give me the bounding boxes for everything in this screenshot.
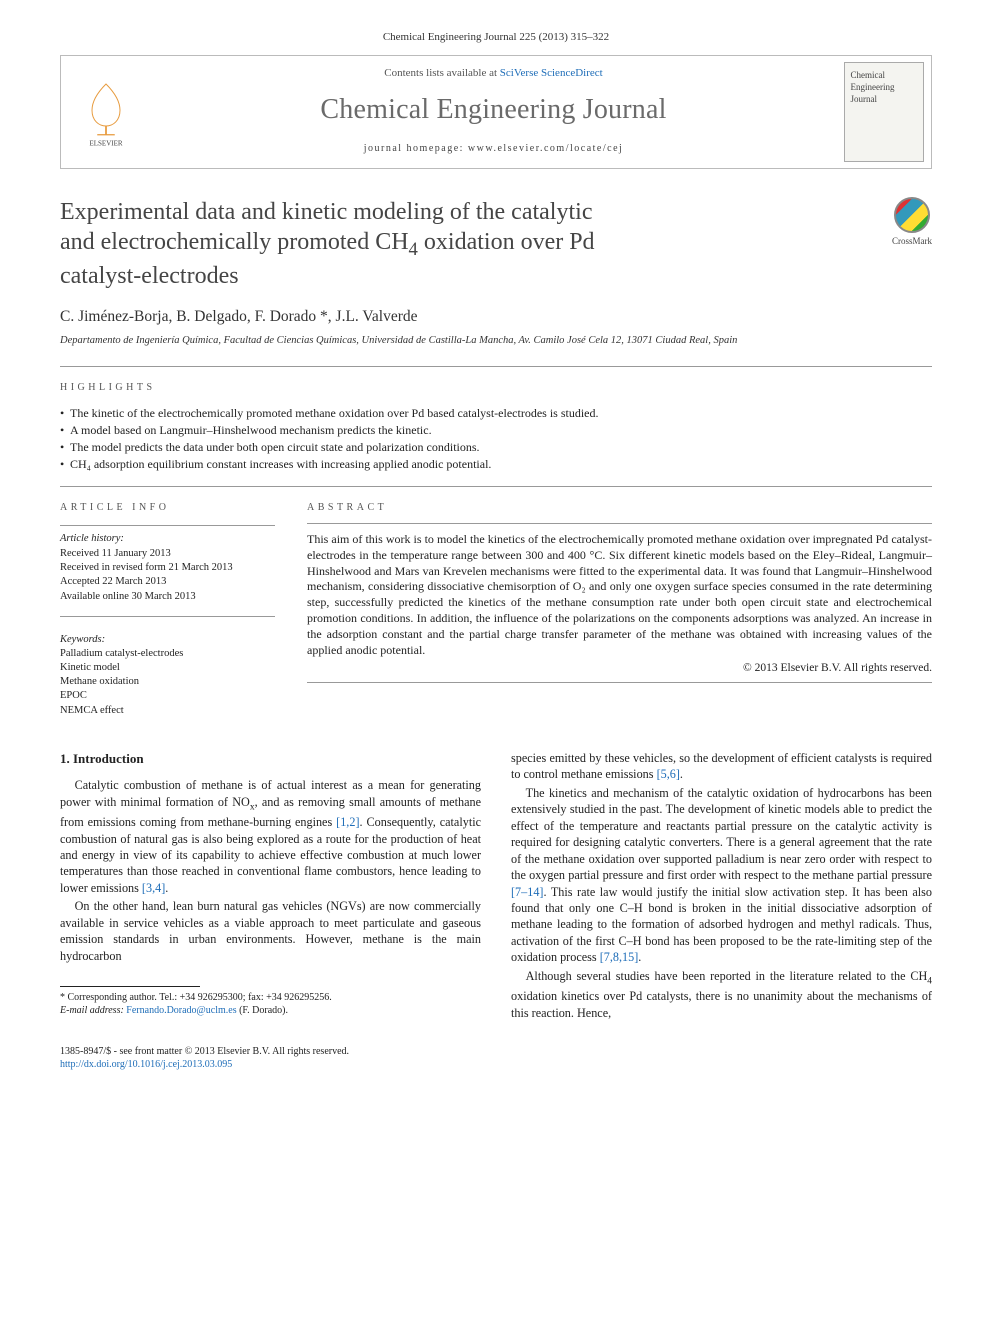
title-line-1: Experimental data and kinetic modeling o… xyxy=(60,199,592,225)
author-list: C. Jiménez-Borja, B. Delgado, F. Dorado … xyxy=(60,307,932,328)
paper-title: Experimental data and kinetic modeling o… xyxy=(60,197,872,291)
highlight-item: CH₄ adsorption equilibrium constant incr… xyxy=(60,456,932,472)
crossmark-label: CrossMark xyxy=(892,235,932,247)
crossmark-icon xyxy=(894,197,930,233)
separator xyxy=(307,523,932,524)
separator xyxy=(60,486,932,487)
email-link[interactable]: Fernando.Dorado@uclm.es xyxy=(126,1005,236,1016)
body-text: . xyxy=(638,950,641,964)
separator xyxy=(60,525,275,526)
keyword: Palladium catalyst-electrodes xyxy=(60,647,275,661)
body-sub: 4 xyxy=(927,976,932,986)
abstract-copyright: © 2013 Elsevier B.V. All rights reserved… xyxy=(307,661,932,677)
affiliation: Departamento de Ingeniería Química, Facu… xyxy=(60,334,932,348)
revised-date: Received in revised form 21 March 2013 xyxy=(60,561,275,575)
citation-link[interactable]: [7,8,15] xyxy=(600,950,639,964)
body-text: . xyxy=(165,881,168,895)
crossmark-badge[interactable]: CrossMark xyxy=(892,197,932,247)
cover-line-3: Journal xyxy=(851,93,917,105)
intro-para-4: The kinetics and mechanism of the cataly… xyxy=(511,785,932,966)
contents-prefix: Contents lists available at xyxy=(384,67,499,79)
body-text: species emitted by these vehicles, so th… xyxy=(511,751,932,781)
abstract-column: ABSTRACT This aim of this work is to mod… xyxy=(307,501,932,717)
citation-link[interactable]: [3,4] xyxy=(142,881,165,895)
elsevier-tree-icon: ELSEVIER xyxy=(76,77,136,147)
citation-link[interactable]: [1,2] xyxy=(336,815,359,829)
title-line-3: catalyst-electrodes xyxy=(60,263,239,289)
footer-left: 1385-8947/$ - see front matter © 2013 El… xyxy=(60,1045,349,1071)
sciencedirect-link[interactable]: SciVerse ScienceDirect xyxy=(500,67,603,79)
keyword: EPOC xyxy=(60,689,275,703)
title-line-2a: and electrochemically promoted CH xyxy=(60,229,409,255)
svg-text:ELSEVIER: ELSEVIER xyxy=(89,139,122,147)
intro-para-3: species emitted by these vehicles, so th… xyxy=(511,750,932,783)
cover-line-1: Chemical xyxy=(851,69,917,81)
intro-para-2: On the other hand, lean burn natural gas… xyxy=(60,898,481,964)
homepage-prefix: journal homepage: xyxy=(364,143,468,154)
footnote-separator xyxy=(60,986,200,987)
email-label: E-mail address: xyxy=(60,1005,124,1016)
history-heading: Article history: xyxy=(60,532,275,546)
title-line-2b: oxidation over Pd xyxy=(418,229,595,255)
email-footnote: E-mail address: Fernando.Dorado@uclm.es … xyxy=(60,1004,481,1017)
highlights-label: HIGHLIGHTS xyxy=(60,381,932,395)
keywords-heading: Keywords: xyxy=(60,633,275,647)
abstract-label: ABSTRACT xyxy=(307,501,932,515)
cover-thumbnail: Chemical Engineering Journal xyxy=(844,62,924,162)
cover-line-2: Engineering xyxy=(851,81,917,93)
body-text: Although several studies have been repor… xyxy=(526,969,928,983)
journal-homepage: journal homepage: www.elsevier.com/locat… xyxy=(159,142,828,156)
contents-available-line: Contents lists available at SciVerse Sci… xyxy=(159,66,828,81)
keyword: NEMCA effect xyxy=(60,704,275,718)
accepted-date: Accepted 22 March 2013 xyxy=(60,575,275,589)
body-text: oxidation kinetics over Pd catalysts, th… xyxy=(511,989,932,1019)
body-text: The kinetics and mechanism of the cataly… xyxy=(511,786,932,882)
article-info-label: ARTICLE INFO xyxy=(60,501,275,515)
intro-para-5: Although several studies have been repor… xyxy=(511,968,932,1021)
highlights-list: The kinetic of the electrochemically pro… xyxy=(60,405,932,473)
body-text: . This rate law would justify the initia… xyxy=(511,885,932,965)
separator xyxy=(60,366,932,367)
keyword: Methane oxidation xyxy=(60,675,275,689)
journal-reference: Chemical Engineering Journal 225 (2013) … xyxy=(60,30,932,45)
title-sub: 4 xyxy=(409,239,418,260)
keyword: Kinetic model xyxy=(60,661,275,675)
email-attribution: (F. Dorado). xyxy=(239,1005,288,1016)
highlight-item: The model predicts the data under both o… xyxy=(60,439,932,455)
doi-link[interactable]: http://dx.doi.org/10.1016/j.cej.2013.03.… xyxy=(60,1059,232,1070)
highlight-item: The kinetic of the electrochemically pro… xyxy=(60,405,932,421)
highlight-item: A model based on Langmuir–Hinshelwood me… xyxy=(60,422,932,438)
citation-link[interactable]: [5,6] xyxy=(657,767,680,781)
section-heading: 1. Introduction xyxy=(60,750,481,768)
separator xyxy=(60,616,275,617)
article-info-column: ARTICLE INFO Article history: Received 1… xyxy=(60,501,275,717)
separator xyxy=(307,682,932,683)
online-date: Available online 30 March 2013 xyxy=(60,590,275,604)
intro-para-1: Catalytic combustion of methane is of ac… xyxy=(60,777,481,896)
journal-name: Chemical Engineering Journal xyxy=(159,91,828,129)
publisher-logo: ELSEVIER xyxy=(61,56,151,168)
received-date: Received 11 January 2013 xyxy=(60,547,275,561)
homepage-url[interactable]: www.elsevier.com/locate/cej xyxy=(468,143,623,154)
journal-header: ELSEVIER Contents lists available at Sci… xyxy=(60,55,932,169)
corresponding-author-note: * Corresponding author. Tel.: +34 926295… xyxy=(60,991,481,1004)
issn-line: 1385-8947/$ - see front matter © 2013 El… xyxy=(60,1045,349,1058)
journal-cover: Chemical Engineering Journal xyxy=(836,56,931,168)
body-two-column: 1. Introduction Catalytic combustion of … xyxy=(60,750,932,1021)
highlights-section: HIGHLIGHTS The kinetic of the electroche… xyxy=(60,381,932,472)
body-text: . xyxy=(680,767,683,781)
citation-link[interactable]: [7–14] xyxy=(511,885,544,899)
abstract-text: This aim of this work is to model the ki… xyxy=(307,532,932,659)
page-footer: 1385-8947/$ - see front matter © 2013 El… xyxy=(60,1039,932,1071)
header-center: Contents lists available at SciVerse Sci… xyxy=(151,56,836,168)
